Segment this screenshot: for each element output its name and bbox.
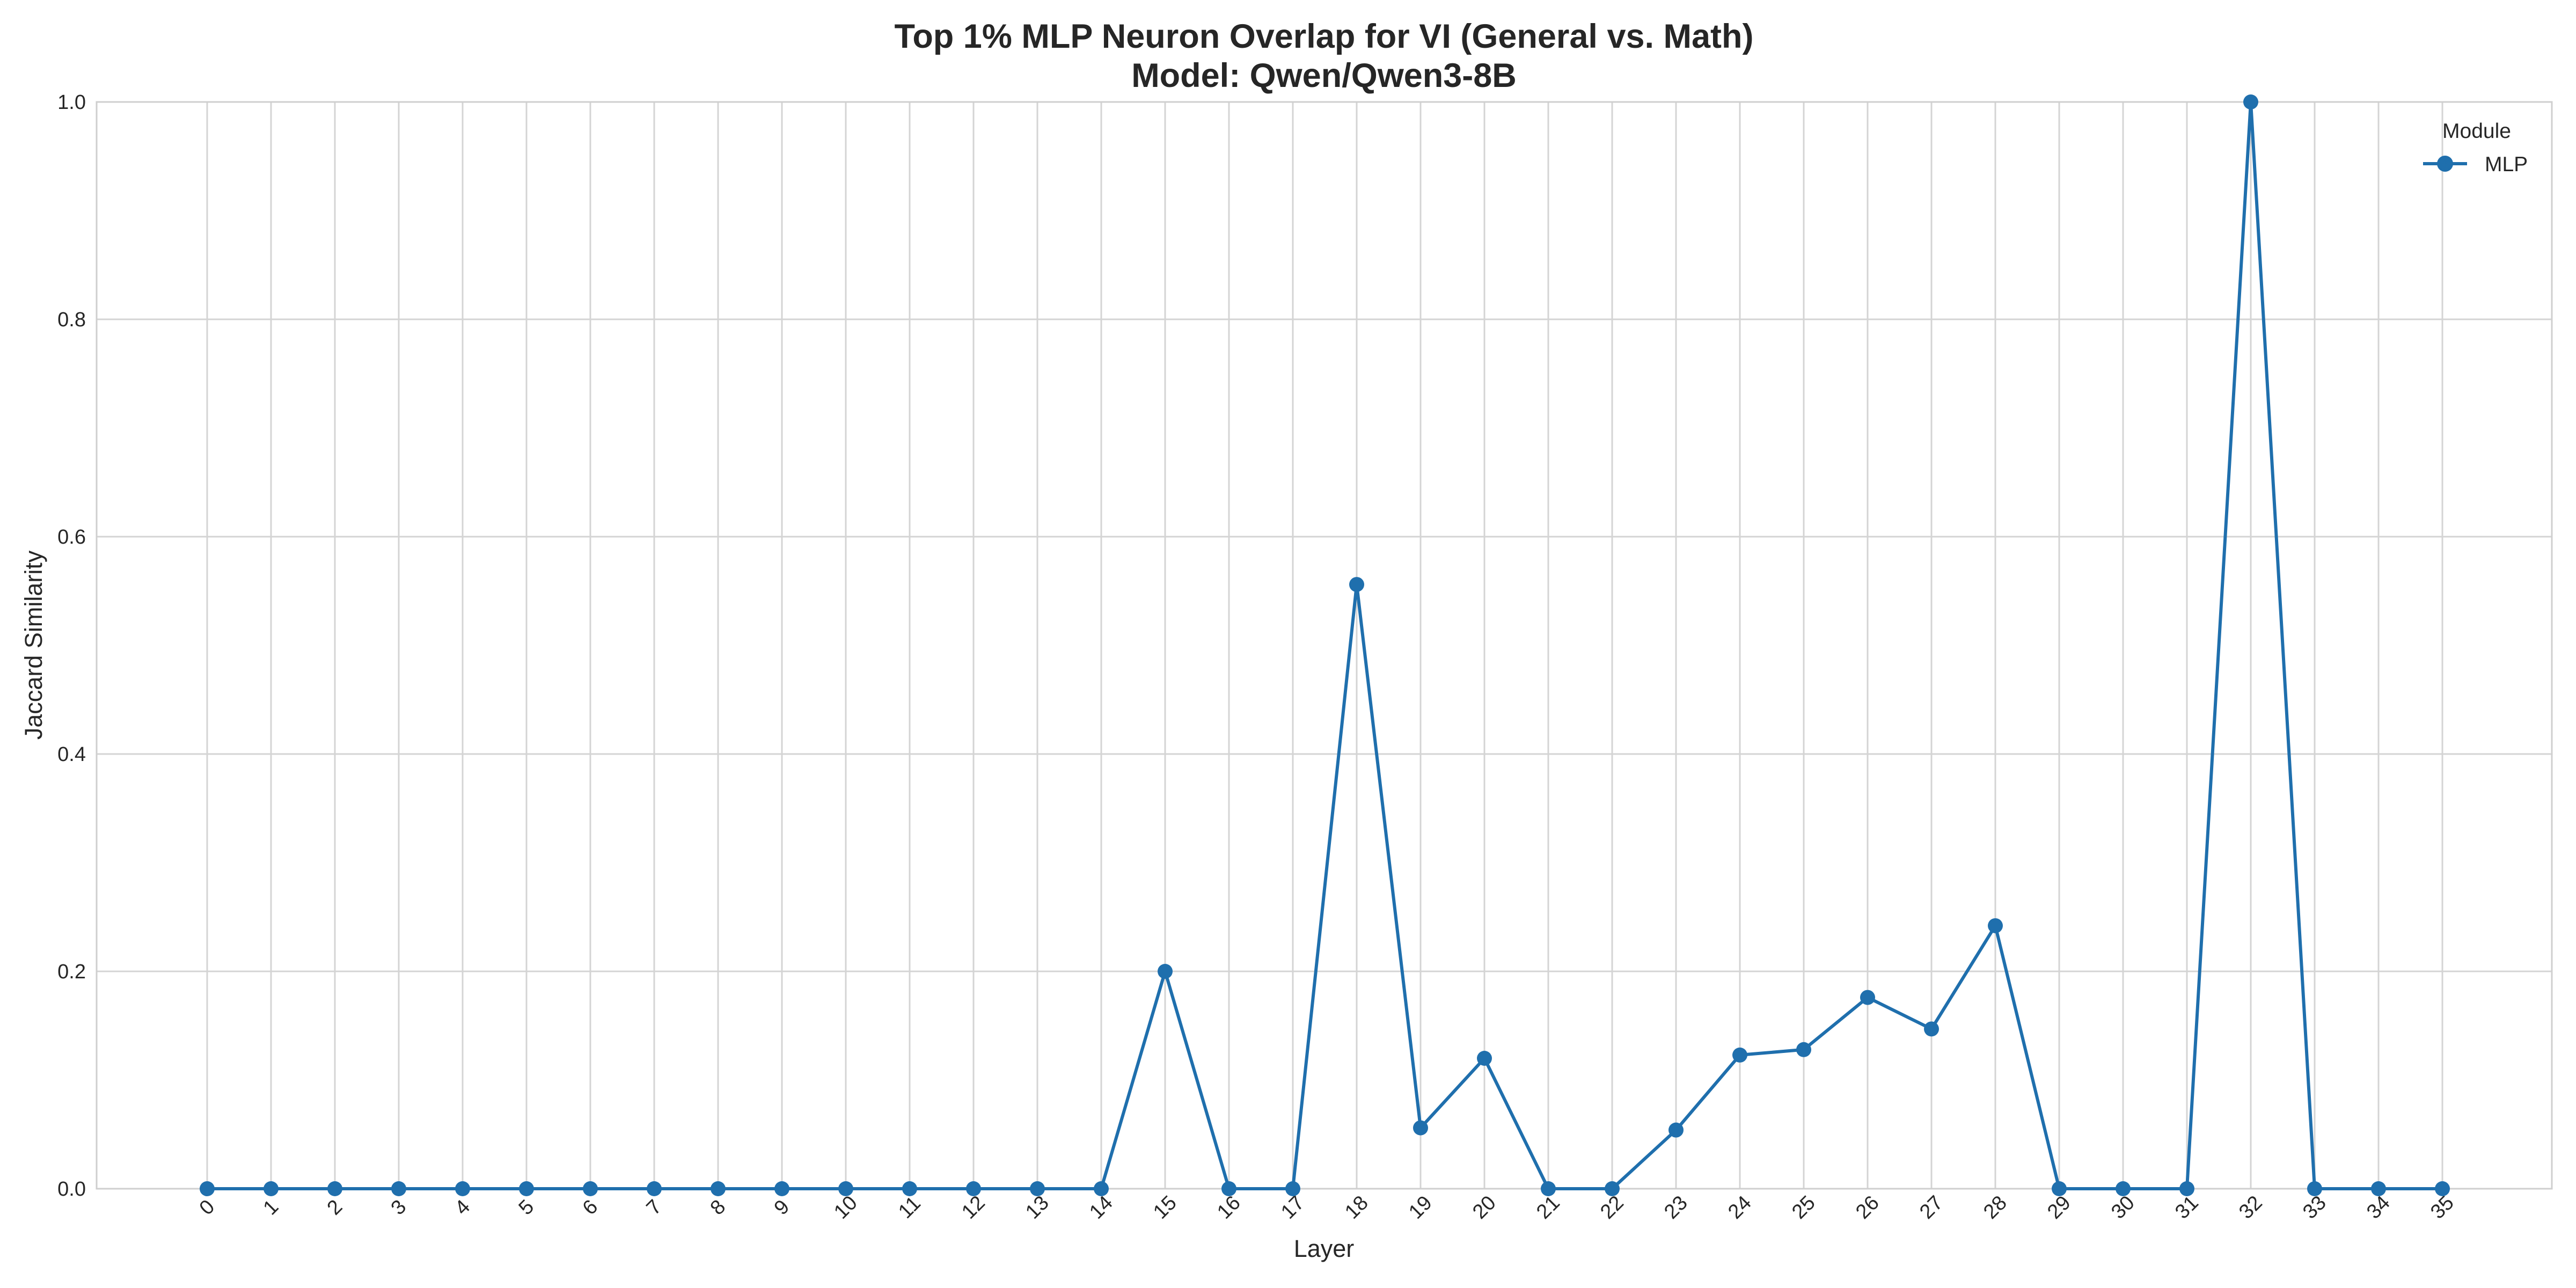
- data-point: [391, 1181, 406, 1196]
- chart-title-line1: Top 1% MLP Neuron Overlap for VI (Genera…: [895, 18, 1754, 55]
- y-tick-label: 0.0: [57, 1178, 86, 1201]
- data-point: [327, 1181, 342, 1196]
- y-tick-label: 0.6: [57, 526, 86, 548]
- data-point: [1477, 1051, 1492, 1066]
- y-tick-label: 0.8: [57, 309, 86, 331]
- x-tick-label: 23: [1660, 1191, 1692, 1224]
- x-tick-label: 10: [830, 1191, 862, 1224]
- data-point: [455, 1181, 470, 1196]
- x-tick-label: 34: [2362, 1191, 2395, 1224]
- x-tick-label: 27: [1915, 1191, 1948, 1224]
- x-tick-label: 5: [515, 1196, 539, 1220]
- data-point: [1158, 964, 1173, 979]
- x-tick-label: 9: [770, 1196, 794, 1220]
- x-tick-label: 19: [1404, 1191, 1437, 1224]
- x-tick-label: 15: [1149, 1191, 1181, 1224]
- x-tick-label: 18: [1341, 1191, 1373, 1224]
- data-point: [519, 1181, 534, 1196]
- legend: Module MLP: [2423, 120, 2528, 176]
- x-tick-label: 17: [1277, 1191, 1309, 1224]
- data-point: [1413, 1120, 1428, 1136]
- data-point: [1285, 1181, 1300, 1196]
- x-tick-label: 7: [642, 1196, 667, 1220]
- x-tick-label: 2: [323, 1196, 347, 1220]
- data-point: [1860, 990, 1875, 1005]
- data-point: [2116, 1181, 2131, 1196]
- series-line-mlp: [207, 100, 2442, 1190]
- x-tick-label: 1: [259, 1196, 283, 1220]
- x-tick-label: 14: [1085, 1191, 1117, 1224]
- data-point: [2179, 1181, 2194, 1196]
- data-point: [1541, 1181, 1556, 1196]
- data-point: [647, 1181, 662, 1196]
- legend-entry-mlp: MLP: [2485, 153, 2528, 176]
- x-axis-label: Layer: [1294, 1235, 1355, 1262]
- data-point: [838, 1181, 853, 1196]
- data-point: [1988, 918, 2003, 933]
- x-tick-label: 32: [2235, 1191, 2267, 1224]
- data-point: [966, 1181, 981, 1196]
- x-tick-label: 26: [1851, 1191, 1884, 1224]
- x-tick-label: 12: [957, 1191, 990, 1224]
- y-tick-label: 1.0: [57, 91, 86, 114]
- data-point: [774, 1181, 789, 1196]
- data-point: [264, 1181, 279, 1196]
- x-tick-label: 21: [1532, 1191, 1564, 1224]
- data-point: [1668, 1122, 1684, 1138]
- x-tick-label: 30: [2107, 1191, 2139, 1224]
- x-tick-label: 13: [1021, 1191, 1053, 1224]
- data-point: [2243, 94, 2258, 109]
- x-tick-labels: 0 1 2 3 4 5 6 7 8 9 10 11 12 13 14 15 16 17 18 19 20 21 22 23 24…: [195, 1191, 2458, 1224]
- legend-marker-swatch: [2437, 156, 2453, 172]
- x-tick-label: 20: [1468, 1191, 1501, 1224]
- x-tick-label: 8: [706, 1196, 730, 1220]
- x-tick-label: 3: [387, 1196, 411, 1220]
- chart-title-line2: Model: Qwen/Qwen3-8B: [1131, 57, 1517, 94]
- x-tick-label: 31: [2171, 1191, 2203, 1224]
- data-point: [1732, 1047, 1747, 1063]
- data-point: [2307, 1181, 2322, 1196]
- data-point: [583, 1181, 598, 1196]
- data-point: [1094, 1181, 1109, 1196]
- data-point: [1030, 1181, 1045, 1196]
- x-tick-label: 22: [1596, 1191, 1628, 1224]
- legend-title: Module: [2442, 120, 2511, 143]
- data-point: [1796, 1042, 1811, 1057]
- x-tick-label: 33: [2299, 1191, 2331, 1224]
- x-tick-label: 28: [1979, 1191, 2011, 1224]
- x-tick-label: 29: [2043, 1191, 2075, 1224]
- data-point: [711, 1181, 726, 1196]
- y-tick-label: 0.4: [57, 743, 86, 766]
- data-point: [2052, 1181, 2067, 1196]
- x-tick-label: 25: [1788, 1191, 1820, 1224]
- y-axis-label: Jaccard Similarity: [20, 550, 47, 740]
- data-point: [2371, 1181, 2386, 1196]
- data-point: [200, 1181, 215, 1196]
- x-tick-label: 0: [195, 1196, 219, 1220]
- data-point: [1221, 1181, 1236, 1196]
- data-point: [902, 1181, 917, 1196]
- plot-area-frame: [96, 101, 2553, 1190]
- x-tick-label: 35: [2426, 1191, 2458, 1224]
- grid-lines: [97, 101, 2552, 1190]
- data-point: [2435, 1181, 2450, 1196]
- y-tick-labels: 0.0 0.2 0.4 0.6 0.8 1.0: [57, 91, 86, 1201]
- data-point: [1349, 577, 1364, 592]
- data-point: [1605, 1181, 1620, 1196]
- x-tick-label: 24: [1724, 1191, 1756, 1224]
- x-tick-label: 16: [1213, 1191, 1245, 1224]
- x-tick-label: 6: [579, 1196, 603, 1220]
- x-tick-label: 11: [894, 1192, 925, 1223]
- y-tick-label: 0.2: [57, 961, 86, 983]
- series-layer: [200, 94, 2450, 1196]
- data-point: [1924, 1021, 1939, 1037]
- x-tick-label: 4: [451, 1196, 475, 1220]
